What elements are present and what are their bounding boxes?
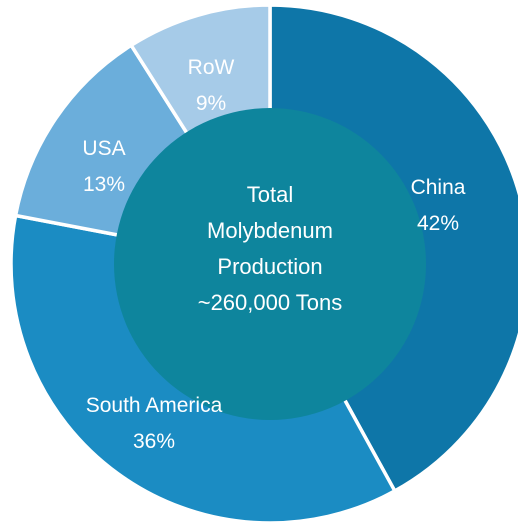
- center-label-line-3: Production: [217, 254, 322, 279]
- center-label-line-1: Total: [247, 182, 293, 207]
- row-value-label: 9%: [196, 92, 226, 115]
- china-category-label: China: [411, 176, 466, 199]
- usa-value-label: 13%: [83, 173, 125, 196]
- usa-category-label: USA: [82, 137, 125, 160]
- row-category-label: RoW: [188, 56, 235, 79]
- center-label-line-4: ~260,000 Tons: [198, 290, 343, 315]
- south-america-value-label: 36%: [133, 430, 175, 453]
- china-value-label: 42%: [417, 212, 459, 235]
- center-circle: [114, 108, 426, 420]
- center-label-line-2: Molybdenum: [207, 218, 333, 243]
- south-america-category-label: South America: [86, 394, 223, 417]
